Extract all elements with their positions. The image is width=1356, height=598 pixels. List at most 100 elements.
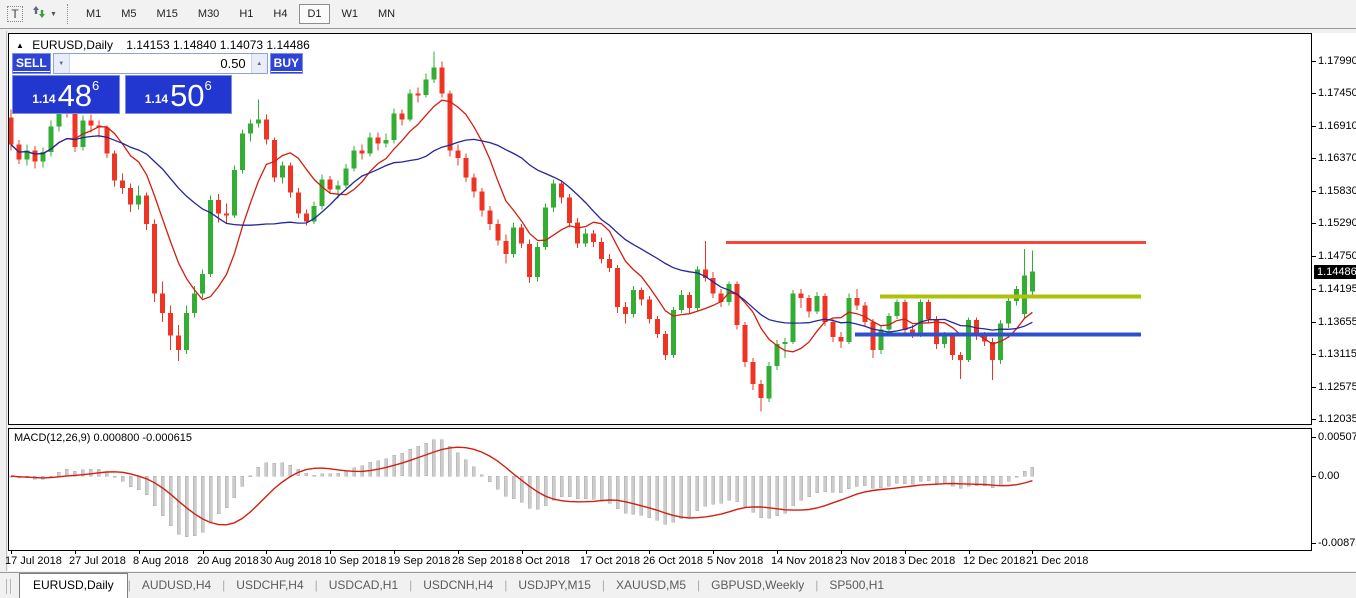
date-axis-label: 26 Oct 2018 [643, 555, 703, 567]
sell-price-big: 48 [57, 78, 93, 113]
text-tool-icon: T [7, 6, 23, 22]
chart-tab-EURUSD-Daily[interactable]: EURUSD,Daily [19, 573, 128, 598]
chart-tab-USDCNH-H4[interactable]: USDCNH,H4 [423, 578, 494, 592]
sell-price-prefix: 1.14 [32, 92, 56, 106]
timeframe-button-M5[interactable]: M5 [121, 8, 137, 20]
price-tick [1312, 191, 1316, 192]
date-axis-label: 12 Dec 2018 [963, 555, 1026, 567]
price-axis-label: 1.16910 [1318, 120, 1356, 132]
date-tick [458, 551, 459, 554]
timeframe-button-M1[interactable]: M1 [85, 8, 102, 20]
text-tool-button[interactable]: T [3, 2, 27, 26]
sell-price-panel[interactable]: 1.14 48 6 [12, 75, 120, 114]
price-axis-label: 1.17990 [1318, 55, 1356, 67]
price-tick [1312, 61, 1316, 62]
buy-price-panel[interactable]: 1.14 50 6 [124, 75, 232, 114]
chart-tab-XAUUSD-M5[interactable]: XAUUSD,M5 [616, 578, 687, 592]
date-tick [1032, 551, 1033, 554]
date-tick [649, 551, 650, 554]
chart-ohlc-values: 1.14153 1.14840 1.14073 1.14486 [126, 38, 310, 52]
date-tick [969, 551, 970, 554]
date-tick [905, 551, 906, 554]
date-axis-label: 3 Dec 2018 [899, 555, 956, 567]
date-tick [394, 551, 395, 554]
chart-tab-USDCAD-H1[interactable]: USDCAD,H1 [328, 578, 399, 592]
price-tick [1312, 256, 1316, 257]
tab-separator: | [314, 578, 318, 592]
timeframe-button-H4[interactable]: H4 [273, 8, 288, 20]
tab-separator: | [409, 578, 413, 592]
toolbar-grip[interactable] [66, 4, 69, 24]
volume-increase-button[interactable]: ▲ [250, 54, 267, 73]
date-tick [75, 551, 76, 554]
date-axis-label: 23 Nov 2018 [835, 555, 898, 567]
price-chart-canvas[interactable] [9, 34, 1311, 424]
buy-price-prefix: 1.14 [144, 92, 169, 106]
time-scale[interactable]: 17 Jul 2018 27 Jul 2018 8 Aug 2018 20 Aug 2… [5, 551, 1356, 571]
date-tick [586, 551, 587, 554]
timeframe-button-D1[interactable]: D1 [299, 4, 330, 24]
tab-bar-grip [6, 579, 11, 594]
arrows-tool-button[interactable]: ▼ [30, 2, 58, 26]
date-axis-label: 14 Nov 2018 [771, 555, 834, 567]
chart-tab-AUDUSD-H4[interactable]: AUDUSD,H4 [141, 578, 212, 592]
price-tick [1312, 354, 1316, 355]
one-click-trading-panel: SELL ▼ ▲ BUY 1.14 48 [12, 53, 304, 114]
date-axis-label: 21 Dec 2018 [1026, 555, 1089, 567]
tab-separator: | [222, 578, 226, 592]
sell-button[interactable]: SELL [12, 53, 51, 74]
arrow-up-icon: ▲ [256, 60, 263, 67]
buy-button[interactable]: BUY [269, 53, 304, 74]
buy-price-pip: 6 [204, 78, 212, 93]
price-scale[interactable]: 1.17990 1.17450 1.16910 1.16370 1.15830 1.152… [1312, 33, 1356, 551]
chart-tab-SP500-H1[interactable]: SP500,H1 [829, 578, 885, 592]
date-tick [203, 551, 204, 554]
tab-separator: | [127, 578, 131, 592]
chart-title: ▲ EURUSD,Daily 1.14153 1.14840 1.14073 1… [16, 38, 310, 52]
price-tick [1312, 322, 1316, 323]
chart-tab-GBPUSD-Weekly[interactable]: GBPUSD,Weekly [711, 578, 805, 592]
price-tick [1312, 126, 1316, 127]
title-marker-icon: ▲ [16, 41, 24, 50]
timeframe-button-M30[interactable]: M30 [197, 8, 220, 20]
volume-input[interactable] [69, 54, 251, 73]
chart-tab-USDCHF-H4[interactable]: USDCHF,H4 [236, 578, 304, 592]
tab-separator: | [504, 578, 508, 592]
date-axis-label: 5 Nov 2018 [707, 555, 764, 567]
date-axis-label: 10 Sep 2018 [324, 555, 387, 567]
date-tick [11, 551, 12, 554]
date-axis-label: 27 Jul 2018 [69, 555, 126, 567]
timeframe-button-MN[interactable]: MN [378, 8, 396, 20]
macd-tick [1312, 476, 1316, 477]
date-axis-label: 19 Sep 2018 [388, 555, 451, 567]
macd-tick [1312, 543, 1316, 544]
sell-price-pip: 6 [92, 78, 100, 93]
timeframe-button-H1[interactable]: H1 [239, 8, 254, 20]
date-axis-label: 30 Aug 2018 [260, 555, 322, 567]
chart-symbol-label: EURUSD,Daily [32, 38, 113, 52]
current-price-badge: 1.14486 [1314, 265, 1356, 279]
macd-tick [1312, 437, 1316, 438]
macd-axis-label: -0.00873 [1318, 537, 1356, 549]
date-tick [522, 551, 523, 554]
chart-tab-USDJPY-M15[interactable]: USDJPY,M15 [518, 578, 591, 592]
date-tick [777, 551, 778, 554]
date-axis-label: 17 Oct 2018 [580, 555, 640, 567]
timeframe-button-M15[interactable]: M15 [156, 8, 178, 20]
price-axis-label: 1.13655 [1318, 316, 1356, 328]
date-tick [266, 551, 267, 554]
arrows-tool-icon [31, 4, 47, 25]
price-axis-label: 1.16370 [1318, 152, 1356, 164]
timeframe-button-W1[interactable]: W1 [341, 8, 359, 20]
date-axis-label: 17 Jul 2018 [5, 555, 62, 567]
macd-canvas[interactable] [9, 429, 1311, 550]
price-axis-label: 1.17450 [1318, 87, 1356, 99]
price-chart-pane[interactable]: ▲ EURUSD,Daily 1.14153 1.14840 1.14073 1… [8, 33, 1312, 425]
price-axis-label: 1.14750 [1318, 250, 1356, 262]
buy-price-big: 50 [170, 78, 205, 113]
price-axis-label: 1.15290 [1318, 217, 1356, 229]
tab-separator: | [601, 578, 605, 592]
macd-indicator-pane[interactable]: MACD(12,26,9) 0.000800 -0.000615 [8, 428, 1312, 551]
volume-decrease-button[interactable]: ▼ [53, 54, 70, 73]
